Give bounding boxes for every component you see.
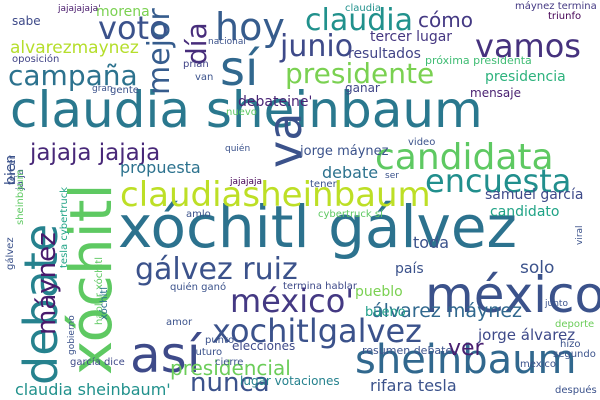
word: sabe — [12, 14, 41, 28]
word: xochitlgalvez — [212, 312, 422, 350]
word: tesla cybertruck — [59, 186, 70, 268]
word: ver — [448, 336, 484, 361]
word: mejor — [142, 8, 177, 95]
word: cybertruck sí — [318, 209, 383, 220]
word: amor — [166, 317, 193, 328]
word: xóchitl — [99, 286, 110, 320]
word: gran — [92, 84, 113, 94]
word: jorge máynez — [300, 144, 389, 159]
word: gente — [110, 85, 139, 96]
word: alvarezmaynez — [10, 38, 139, 58]
word: tercer lugar — [370, 29, 453, 45]
word: mexico — [520, 359, 557, 370]
word: claudia — [345, 3, 381, 14]
word: ser — [385, 171, 399, 181]
word: máynez termina — [515, 1, 597, 12]
word: álvarez máynez — [372, 300, 523, 322]
word: xóchitl gálvez — [118, 193, 518, 261]
word: claudia — [305, 3, 413, 38]
word: morena — [96, 4, 150, 20]
word: oposición — [12, 54, 60, 65]
word: campaña — [8, 59, 138, 92]
word: samuel garcía — [485, 187, 584, 203]
word: país — [395, 261, 424, 277]
word: cierre — [215, 357, 244, 368]
word: sheinbaum — [355, 337, 577, 383]
word: gobierno — [67, 315, 77, 355]
word: punto — [205, 335, 235, 346]
word: debate — [322, 163, 379, 182]
word: voto — [98, 9, 169, 47]
word: hizo — [560, 339, 581, 350]
word: candidata — [375, 137, 554, 178]
word: quién ganó — [170, 282, 227, 293]
word: viral — [575, 225, 585, 245]
word: pueblo — [355, 284, 403, 300]
word: quién — [225, 144, 251, 154]
word: jorge álvarez — [478, 326, 576, 344]
word: hoy — [215, 5, 285, 49]
word: resumen debate — [362, 344, 453, 357]
word: nuevo — [226, 107, 257, 118]
word: después — [555, 385, 597, 396]
word: junto — [545, 299, 568, 309]
word: amlo — [186, 209, 211, 220]
word: presidencial — [170, 356, 291, 380]
word: propuesta — [120, 158, 201, 177]
word: sheinbaum — [15, 169, 26, 225]
word: lugar votaciones — [240, 374, 340, 388]
word: presidencia — [485, 69, 566, 85]
word: solo — [520, 258, 555, 278]
word: toda — [413, 233, 450, 252]
word: segundo — [553, 349, 596, 360]
word: bueno — [365, 305, 406, 320]
word: prian — [183, 59, 209, 70]
word: así — [130, 326, 201, 384]
word: encuesta — [425, 162, 572, 200]
word: triunfo — [548, 11, 582, 22]
word: junio — [280, 29, 354, 64]
word: jajajajaja' — [58, 4, 101, 14]
word: presidente — [285, 57, 435, 90]
word: deporte — [555, 319, 595, 330]
word: futuro — [192, 347, 223, 358]
word: candidato — [490, 204, 560, 220]
word: debateine' — [238, 94, 313, 110]
word: nacional — [208, 37, 246, 47]
word: jajajaja — [230, 177, 263, 187]
word: máynez — [32, 232, 62, 335]
word: ganar — [345, 81, 380, 95]
word: claudiasheinbaum — [120, 175, 431, 215]
word: claudia sheinbaum' — [15, 380, 171, 399]
word: jajaja jajaja — [30, 140, 161, 166]
word: cómo — [418, 8, 473, 32]
word: gálvez — [5, 237, 16, 270]
word: mensaje — [470, 86, 521, 100]
word: nunca — [190, 368, 270, 398]
word: resultados — [348, 46, 421, 62]
word: sí — [220, 41, 259, 97]
word: van — [195, 72, 214, 83]
word: méxico — [425, 266, 600, 324]
word: termina hablar — [283, 281, 358, 292]
word: gálvez ruiz — [135, 252, 298, 287]
word: video — [408, 137, 436, 148]
word: va — [258, 112, 312, 168]
word: méxico' — [230, 282, 355, 320]
word: rifara tesla — [370, 376, 457, 395]
word: garcía dice — [70, 357, 125, 368]
word: próxima presidenta — [425, 54, 532, 67]
word: claudia sheinbaum — [10, 81, 483, 139]
word: vamos — [475, 27, 581, 65]
word: tener — [310, 179, 337, 190]
word: elecciones — [232, 339, 296, 353]
